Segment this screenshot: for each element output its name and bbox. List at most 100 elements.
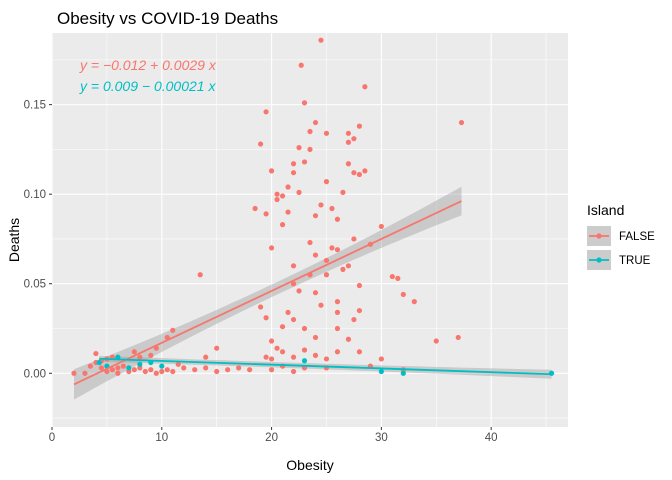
point-false — [268, 338, 275, 344]
point-false — [279, 349, 286, 355]
y-tick-label: 0.15 — [24, 100, 46, 112]
point-false — [236, 365, 242, 371]
point-false — [323, 356, 330, 362]
point-false — [290, 170, 297, 176]
x-axis-title: Obesity — [286, 457, 333, 473]
point-false — [455, 334, 461, 341]
point-false — [389, 273, 395, 280]
data-points — [71, 37, 555, 376]
point-false — [131, 349, 137, 355]
equation-true: y = 0.009 − 0.00021 x — [79, 78, 216, 94]
point-false — [164, 367, 170, 373]
point-false — [340, 189, 346, 195]
point-false — [120, 363, 126, 369]
point-false — [411, 299, 417, 305]
y-axis: 0.00 0.05 0.10 0.15 — [24, 100, 52, 380]
point-false — [290, 161, 297, 167]
point-false — [334, 247, 341, 253]
point-false — [257, 304, 264, 310]
point-false — [362, 168, 368, 174]
point-false — [263, 211, 269, 217]
point-false — [345, 161, 352, 167]
x-tick-label: 40 — [485, 432, 498, 444]
point-false — [323, 257, 330, 264]
point-true — [96, 359, 102, 366]
point-true — [137, 361, 143, 367]
point-false — [142, 368, 148, 375]
point-false — [93, 350, 99, 357]
point-false — [351, 170, 357, 176]
point-false — [285, 209, 291, 215]
point-false — [340, 266, 346, 272]
point-false — [268, 356, 275, 362]
point-true — [115, 354, 121, 360]
x-axis: 0 10 20 30 40 — [49, 427, 498, 444]
point-false — [312, 352, 319, 358]
point-false — [263, 354, 269, 360]
point-false — [203, 354, 209, 360]
point-false — [170, 368, 176, 375]
point-false — [274, 345, 280, 351]
grid — [51, 33, 568, 427]
point-false — [312, 290, 319, 296]
point-false — [307, 146, 313, 153]
point-false — [301, 325, 308, 332]
point-false — [307, 128, 313, 135]
y-tick-label: 0.00 — [24, 368, 46, 380]
point-false — [290, 316, 297, 323]
point-false — [356, 349, 363, 355]
point-false — [197, 272, 203, 278]
point-false — [109, 367, 115, 373]
x-tick-label: 20 — [265, 432, 278, 444]
point-false — [356, 171, 363, 178]
legend-key-point — [596, 257, 602, 263]
point-false — [362, 84, 368, 90]
point-false — [279, 222, 286, 228]
point-false — [334, 309, 341, 315]
fit-lines — [73, 200, 552, 386]
point-false — [378, 356, 384, 362]
point-false — [279, 324, 286, 330]
point-false — [351, 316, 357, 323]
chart-title: Obesity vs COVID-19 Deaths — [57, 9, 278, 28]
fit-line-true — [99, 357, 552, 376]
point-false — [301, 100, 308, 106]
point-false — [351, 236, 357, 242]
point-false — [312, 334, 319, 341]
point-false — [329, 245, 335, 251]
point-false — [298, 62, 304, 68]
legend: Island FALSE TRUE — [587, 202, 655, 270]
point-false — [274, 191, 280, 197]
point-false — [252, 205, 258, 212]
point-false — [395, 275, 401, 281]
point-false — [378, 223, 384, 230]
point-true — [400, 370, 406, 376]
point-false — [257, 141, 264, 147]
point-false — [148, 352, 154, 358]
point-false — [312, 252, 319, 258]
point-false — [345, 139, 352, 145]
point-true — [159, 363, 165, 369]
point-false — [214, 345, 220, 351]
point-false — [263, 109, 269, 115]
point-false — [268, 367, 275, 373]
equation-false: y = −0.012 + 0.0029 x — [79, 57, 217, 73]
point-false — [312, 119, 319, 126]
point-false — [312, 213, 319, 219]
point-false — [301, 347, 308, 353]
point-false — [296, 189, 302, 195]
fit-line-false — [73, 200, 462, 386]
point-false — [131, 367, 137, 373]
point-false — [214, 368, 220, 375]
point-false — [279, 193, 286, 199]
point-false — [225, 367, 231, 373]
point-false — [290, 368, 297, 375]
point-false — [285, 309, 291, 315]
point-false — [71, 370, 77, 376]
point-false — [400, 291, 406, 298]
point-false — [356, 123, 363, 129]
point-false — [323, 130, 330, 136]
y-tick-label: 0.10 — [24, 189, 46, 201]
point-false — [192, 367, 198, 373]
